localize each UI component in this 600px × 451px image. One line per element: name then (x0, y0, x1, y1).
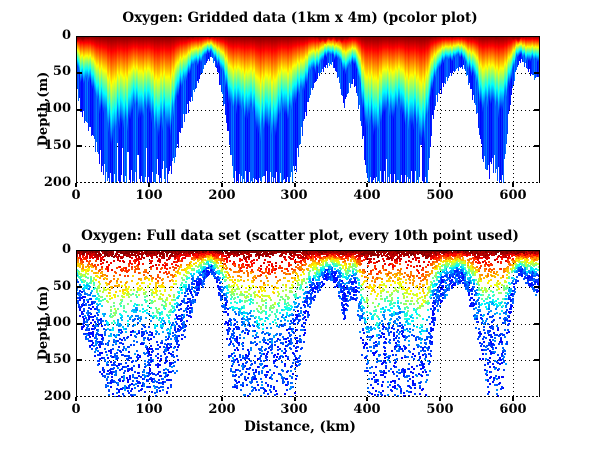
bot-xtick-600: 600 (499, 402, 527, 417)
x-tick-mark (148, 183, 150, 187)
x-tick-mark (221, 397, 223, 401)
x-tick-mark (221, 183, 223, 187)
x-tick-mark (512, 397, 514, 401)
bot-xtick-500: 500 (426, 402, 454, 417)
x-tick-mark (439, 397, 441, 401)
bot-xtick-300: 300 (280, 402, 308, 417)
bot-ytick-200: 200 (43, 389, 71, 404)
bot-xtick-0: 0 (71, 402, 81, 417)
bottom-axes (76, 250, 540, 397)
bot-ytick-150: 150 (43, 352, 71, 367)
x-tick-mark (366, 397, 368, 401)
top-axes (76, 36, 540, 183)
bot-ytick-100: 100 (43, 315, 71, 330)
top-ytick-200: 200 (43, 175, 71, 190)
top-xtick-400: 400 (353, 188, 381, 203)
bot-ytick-0: 0 (61, 242, 71, 257)
top-ytick-0: 0 (61, 28, 71, 43)
x-tick-mark (75, 183, 77, 187)
bot-xtick-100: 100 (135, 402, 163, 417)
x-tick-mark (294, 397, 296, 401)
x-tick-mark (366, 183, 368, 187)
pcolor-canvas (76, 36, 540, 183)
top-xtick-100: 100 (135, 188, 163, 203)
x-tick-mark (294, 183, 296, 187)
scatter-canvas (76, 250, 540, 397)
top-ytick-50: 50 (52, 64, 71, 79)
bottom-plot-title: Oxygen: Full data set (scatter plot, eve… (81, 228, 519, 244)
top-xtick-600: 600 (499, 188, 527, 203)
x-tick-mark (148, 397, 150, 401)
top-ytick-150: 150 (43, 138, 71, 153)
top-xtick-0: 0 (71, 188, 81, 203)
top-ytick-100: 100 (43, 101, 71, 116)
top-xtick-300: 300 (280, 188, 308, 203)
bot-xtick-400: 400 (353, 402, 381, 417)
top-xtick-200: 200 (208, 188, 236, 203)
x-axis-label: Distance, (km) (244, 419, 356, 435)
top-xtick-500: 500 (426, 188, 454, 203)
bot-ytick-50: 50 (52, 279, 71, 294)
bot-xtick-200: 200 (208, 402, 236, 417)
x-tick-mark (512, 183, 514, 187)
top-plot-title: Oxygen: Gridded data (1km x 4m) (pcolor … (122, 10, 478, 26)
x-tick-mark (75, 397, 77, 401)
x-tick-mark (439, 183, 441, 187)
